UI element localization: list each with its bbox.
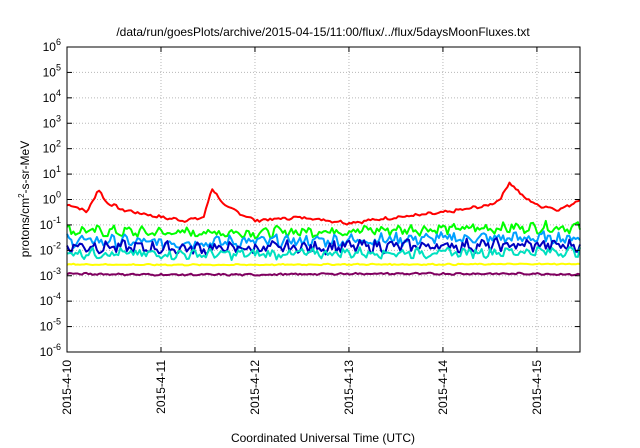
y-tick-label: 104: [43, 88, 61, 105]
series-line: [66, 271, 581, 277]
y-tick-base: 10: [43, 91, 57, 105]
y-tick-exponent: 4: [56, 88, 61, 98]
y-tick-base: 10: [40, 269, 54, 283]
y-tick-base: 10: [43, 65, 57, 79]
chart-title: /data/run/goesPlots/archive/2015-04-15/1…: [116, 25, 530, 39]
y-tick-label: 10-6: [40, 342, 61, 359]
y-tick-label: 103: [43, 113, 61, 130]
y-axis-label-main: protons/cm: [18, 198, 32, 257]
y-tick-label: 101: [43, 164, 61, 181]
y-tick-base: 10: [43, 142, 57, 156]
y-tick-base: 10: [43, 116, 57, 130]
y-tick-exponent: -4: [53, 291, 61, 301]
y-tick-base: 10: [40, 243, 54, 257]
y-tick-base: 10: [43, 193, 57, 207]
y-tick-exponent: -6: [53, 342, 61, 352]
y-tick-exponent: 6: [56, 37, 61, 47]
x-tick-label: 2015-4-11: [154, 360, 168, 414]
y-tick-label: 106: [43, 37, 61, 54]
y-tick-label: 10-5: [40, 317, 61, 334]
y-tick-label: 10-3: [40, 266, 61, 283]
y-tick-exponent: -3: [53, 266, 61, 276]
y-tick-base: 10: [43, 40, 57, 54]
y-tick-base: 10: [40, 320, 54, 334]
x-tick-label: 2015-4-15: [530, 360, 544, 415]
y-tick-exponent: 5: [56, 62, 61, 72]
y-tick-exponent: 0: [56, 190, 61, 200]
series-line: [66, 237, 581, 256]
grid: [67, 47, 580, 352]
y-tick-label: 10-4: [40, 291, 61, 308]
series-line: [66, 262, 581, 267]
y-tick-base: 10: [40, 218, 54, 232]
y-tick-exponent: 2: [56, 139, 61, 149]
x-tick-label: 2015-4-14: [436, 360, 450, 415]
y-tick-exponent: -1: [53, 215, 61, 225]
series-group: [66, 181, 581, 277]
series-line: [66, 230, 581, 251]
y-tick-base: 10: [40, 294, 54, 308]
y-tick-labels: 10-610-510-410-310-210-11001011021031041…: [40, 37, 580, 359]
series-line: [66, 246, 581, 261]
y-tick-base: 10: [40, 345, 54, 359]
y-tick-exponent: -5: [53, 317, 61, 327]
y-tick-base: 10: [43, 167, 57, 181]
y-tick-exponent: 3: [56, 113, 61, 123]
y-axis-label-sup: 2: [17, 193, 26, 198]
y-tick-label: 105: [43, 62, 61, 79]
y-tick-label: 10-1: [40, 215, 61, 232]
y-axis-label: protons/cm2-s-sr-MeV: [17, 141, 32, 257]
series-line: [66, 181, 581, 226]
y-tick-exponent: -2: [53, 240, 61, 250]
x-axis-label: Coordinated Universal Time (UTC): [231, 431, 415, 445]
y-axis-label-rest: -s-sr-MeV: [18, 141, 32, 194]
y-tick-exponent: 1: [56, 164, 61, 174]
series-line: [66, 219, 581, 240]
x-tick-labels: 2015-4-10 2015-4-11 2015-4-12 2015-4-13 2015…: [60, 47, 544, 415]
x-tick-label: 2015-4-13: [342, 360, 356, 415]
y-tick-label: 10-2: [40, 240, 61, 257]
x-tick-label: 2015-4-12: [248, 360, 262, 415]
y-tick-label: 100: [43, 190, 61, 207]
y-tick-label: 102: [43, 139, 61, 156]
plot-frame: [66, 46, 581, 353]
x-tick-label: 2015-4-10: [60, 360, 74, 415]
